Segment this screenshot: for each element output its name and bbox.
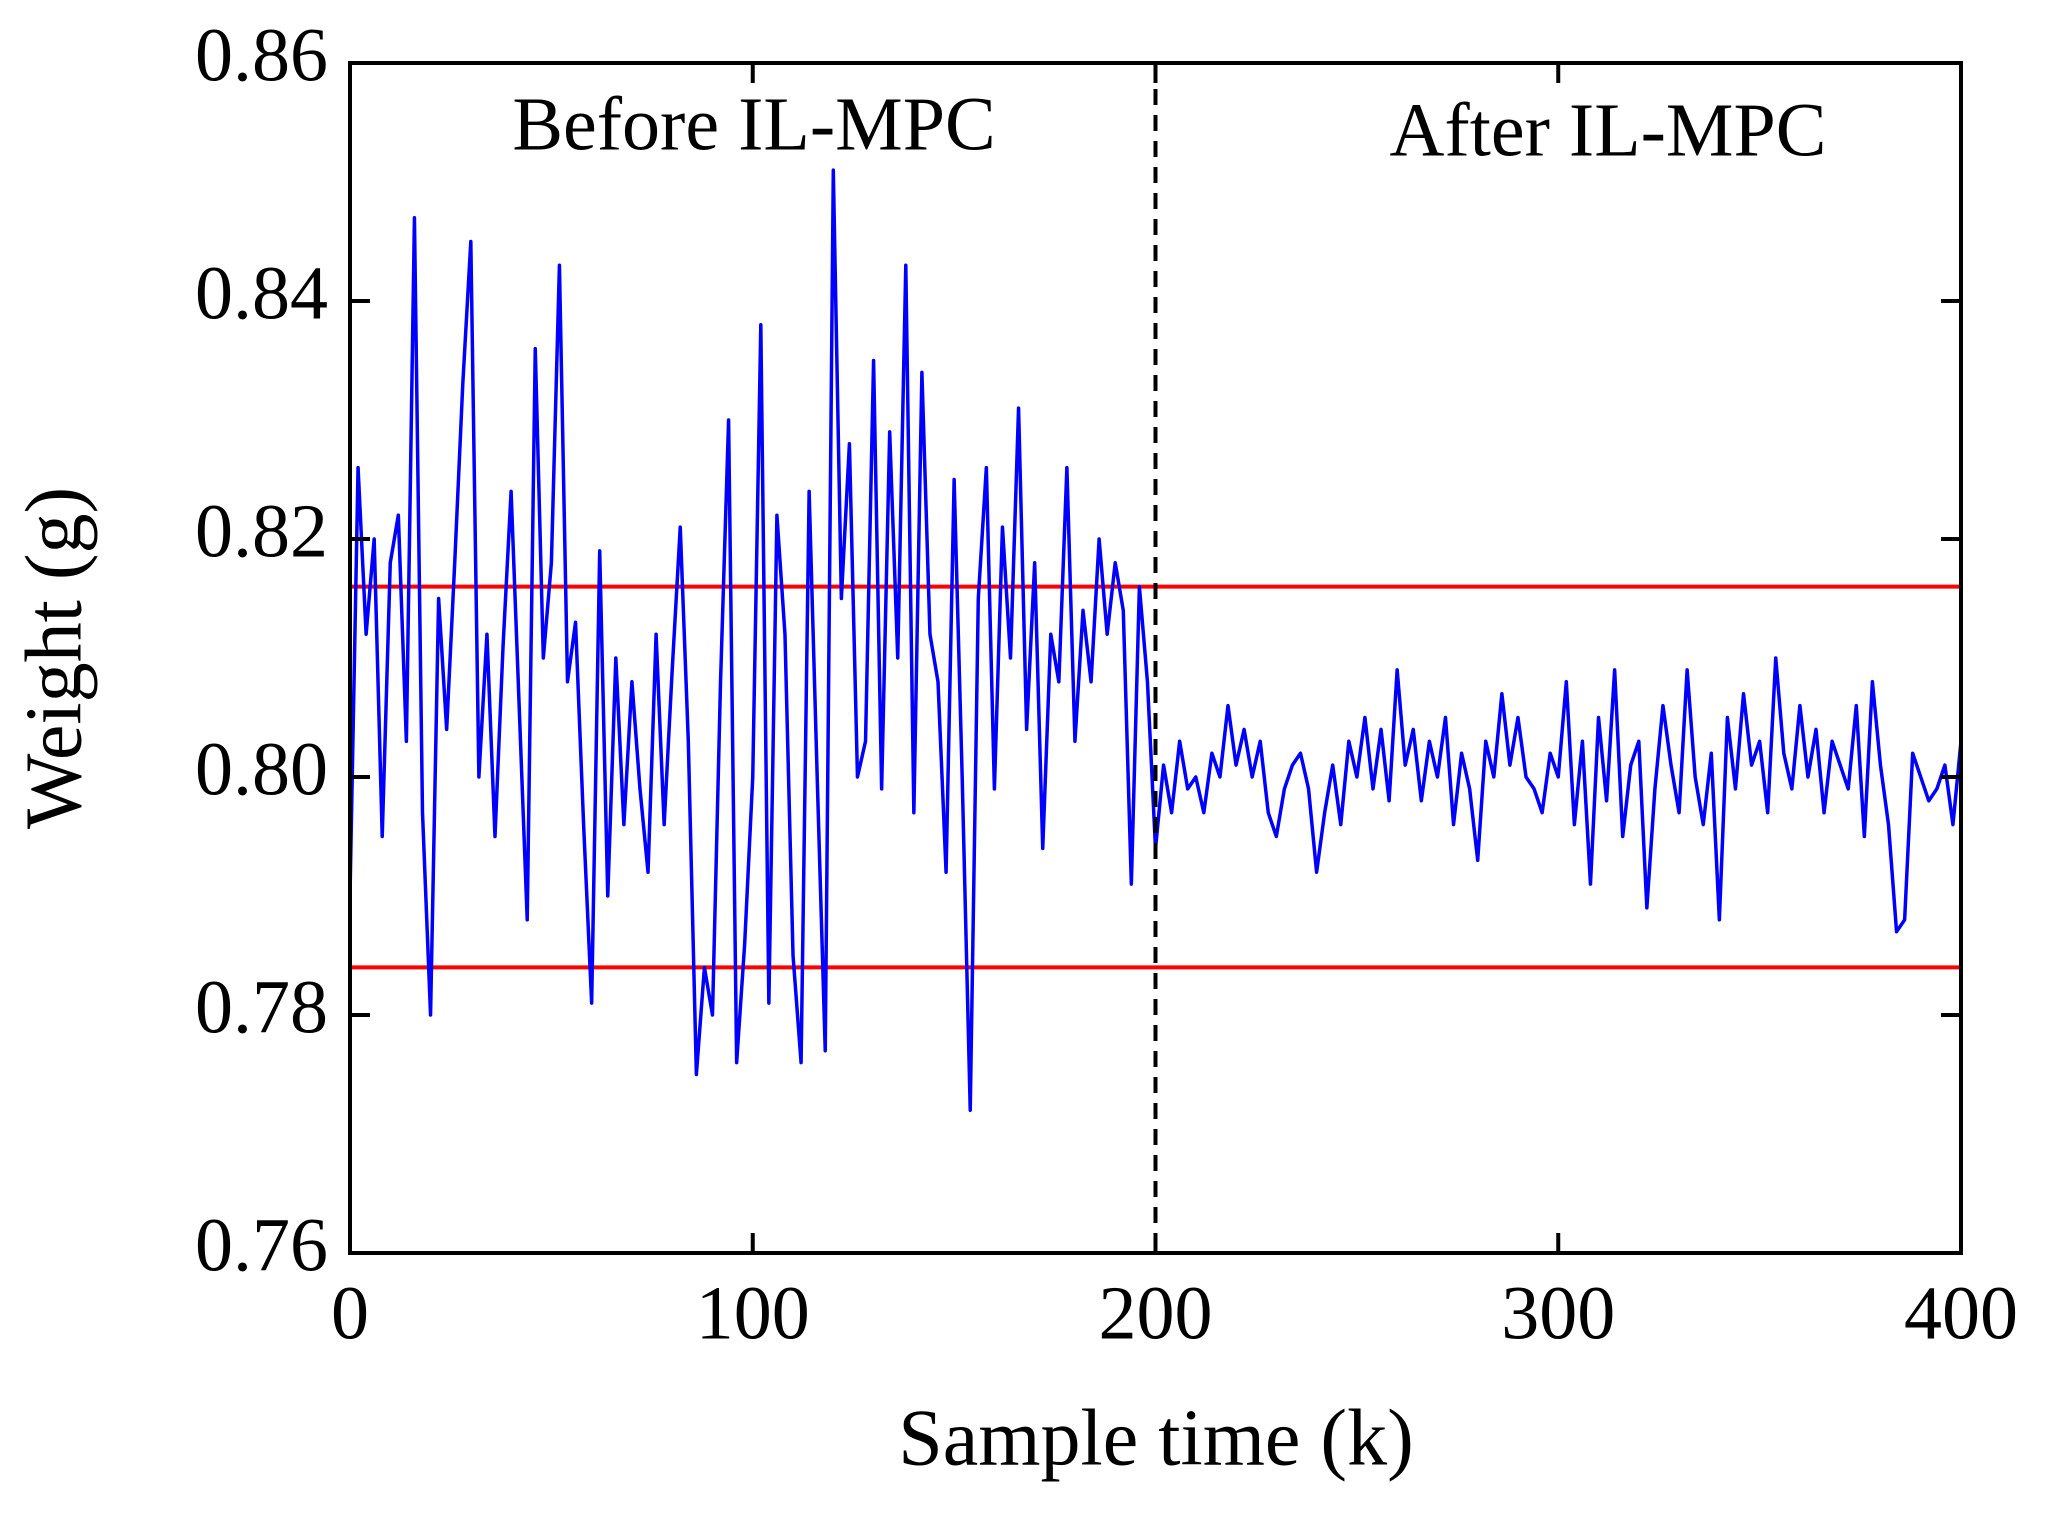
annotation: After IL-MPC xyxy=(1390,88,1827,172)
y-axis-label: Weight (g) xyxy=(10,487,98,829)
x-tick-label: 0 xyxy=(331,1271,369,1355)
x-tick-label: 400 xyxy=(1904,1271,2018,1355)
x-tick-label: 100 xyxy=(696,1271,810,1355)
y-tick-label: 0.86 xyxy=(195,13,328,97)
y-tick-label: 0.80 xyxy=(195,727,328,811)
x-axis-label: Sample time (k) xyxy=(898,1394,1413,1482)
annotation: Before IL-MPC xyxy=(512,82,995,166)
y-tick-label: 0.84 xyxy=(195,251,328,335)
y-tick-label: 0.82 xyxy=(195,489,328,573)
x-tick-label: 200 xyxy=(1099,1271,1213,1355)
y-tick-label: 0.78 xyxy=(195,965,328,1049)
y-tick-label: 0.76 xyxy=(195,1203,328,1287)
plot-frame xyxy=(348,61,1963,1255)
x-tick-label: 300 xyxy=(1501,1271,1615,1355)
